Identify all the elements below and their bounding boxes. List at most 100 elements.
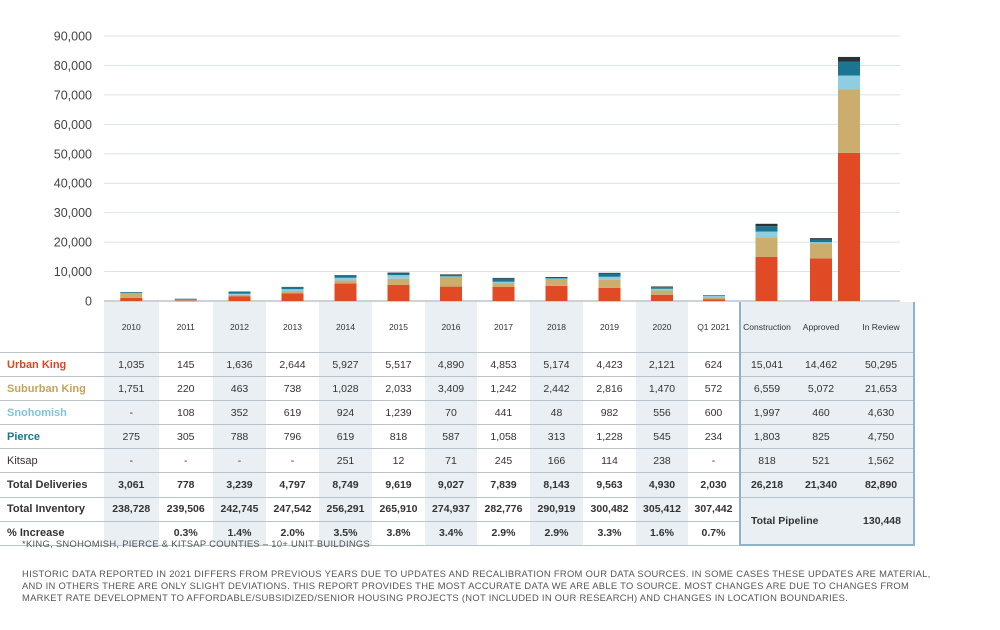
bar-segment [387, 278, 410, 285]
data-cell: 788 [213, 424, 266, 450]
column-header: 2017 [477, 302, 530, 353]
bar-segment [120, 297, 143, 301]
bar-segment [598, 273, 621, 277]
data-cell: 460 [793, 400, 849, 426]
column-header: 2016 [425, 302, 477, 353]
bar-segment [545, 277, 568, 278]
data-cell: 2.0% [266, 521, 319, 546]
data-cell: 2,442 [530, 376, 583, 402]
y-tick-label: 90,000 [54, 30, 92, 44]
bar-segment [281, 289, 304, 292]
column-header: 2014 [319, 302, 372, 353]
bar-segment [492, 277, 515, 279]
data-cell: 4,630 [849, 400, 915, 426]
data-cell: 619 [266, 400, 319, 426]
data-cell: 290,919 [530, 497, 583, 522]
data-cell: 70 [425, 400, 477, 426]
data-cell: 1,997 [739, 400, 793, 426]
data-cell: 9,563 [583, 472, 636, 498]
data-cell: 1,562 [849, 448, 915, 474]
table-row: Total Deliveries 3,061 778 3,239 4,797 8,749 9… [0, 472, 915, 498]
data-cell: 5,174 [530, 352, 583, 378]
bar-segment [838, 89, 860, 153]
data-cell: - [266, 448, 319, 474]
data-cell: 796 [266, 424, 319, 450]
bar-segment [334, 280, 357, 284]
data-cell: 256,291 [319, 497, 372, 522]
bar-segment [387, 272, 410, 274]
data-cell: 245 [477, 448, 530, 474]
data-cell: 1,470 [636, 376, 688, 402]
data-cell: 5,517 [372, 352, 425, 378]
bar-segment [651, 287, 673, 289]
data-cell: 15,041 [739, 352, 793, 378]
data-cell: 251 [319, 448, 372, 474]
data-cell: 2,121 [636, 352, 688, 378]
data-cell: 282,776 [477, 497, 530, 522]
data-cell: 4,930 [636, 472, 688, 498]
table-row: Suburban King 1,751 220 463 738 1,028 2,033 3,4… [0, 376, 915, 402]
bar-segment [281, 293, 304, 301]
data-cell: 1,035 [104, 352, 159, 378]
column-header: In Review [849, 302, 915, 353]
data-cell: 114 [583, 448, 636, 474]
bar-segment [440, 286, 462, 301]
data-cell: 6,559 [739, 376, 793, 402]
bar-segment [228, 294, 251, 297]
bar-segment [703, 297, 725, 300]
data-cell: 572 [688, 376, 740, 402]
data-cell: 8,143 [530, 472, 583, 498]
data-cell: 3.3% [583, 521, 636, 546]
data-cell: 166 [530, 448, 583, 474]
data-cell: 2.9% [477, 521, 530, 546]
row-label: % Increase [0, 521, 104, 546]
data-cell: 441 [477, 400, 530, 426]
table-row: Snohomish -108 352 619 924 1,239 70 441 48 982 556… [0, 400, 915, 426]
table-row: Pierce 275 305 788 796 619 818 587 1,058 313 1,228… [0, 424, 915, 450]
data-cell: 2,033 [372, 376, 425, 402]
bar-segment [545, 278, 568, 280]
data-cell: 4,890 [425, 352, 477, 378]
bar-segment [838, 75, 860, 90]
bar-segment [598, 276, 621, 280]
y-tick-label: 30,000 [54, 206, 92, 220]
data-cell: 545 [636, 424, 688, 450]
data-cell: 220 [158, 376, 213, 402]
series-label: Pierce [0, 424, 104, 450]
data-cell: 619 [319, 424, 372, 450]
bar-segment [598, 272, 621, 274]
table-row: Urban King 1,035 145 1,636 2,644 5,927 5,517 4,… [0, 352, 915, 378]
data-cell: - [158, 448, 213, 474]
data-cell: 0.3% [158, 521, 213, 546]
data-cell: 4,750 [849, 424, 915, 450]
bar-segment [440, 274, 462, 276]
data-cell: 7,839 [477, 472, 530, 498]
bar-segment [755, 231, 778, 238]
data-cell: 305 [158, 424, 213, 450]
column-header: 2012 [213, 302, 266, 353]
column-header: 2015 [372, 302, 425, 353]
column-header: Approved [793, 302, 849, 353]
y-tick-label: 10,000 [54, 265, 92, 279]
data-cell: 14,462 [793, 352, 849, 378]
data-cell: 145 [158, 352, 213, 378]
data-cell: 738 [266, 376, 319, 402]
bar-segment [387, 272, 410, 276]
data-cell: 12 [372, 448, 425, 474]
data-cell: 924 [319, 400, 372, 426]
data-cell: 238,728 [104, 497, 159, 522]
data-cell: 3.4% [425, 521, 477, 546]
note-line-1: HISTORIC DATA REPORTED IN 2021 DIFFERS F… [22, 568, 931, 579]
y-tick-label: 70,000 [54, 88, 92, 102]
data-cell: 2,644 [266, 352, 319, 378]
data-cell: 274,937 [425, 497, 477, 522]
data-cell: 556 [636, 400, 688, 426]
bar-segment [281, 291, 304, 294]
data-cell: 1,636 [213, 352, 266, 378]
bar-segment [703, 299, 725, 301]
stacked-bar-chart: 0 10,000 20,000 30,000 40,000 50,000 60,000 70,… [54, 30, 900, 309]
data-cell: 1.6% [636, 521, 688, 546]
data-cell: 4,797 [266, 472, 319, 498]
data-cell: 463 [213, 376, 266, 402]
data-cell: 71 [425, 448, 477, 474]
